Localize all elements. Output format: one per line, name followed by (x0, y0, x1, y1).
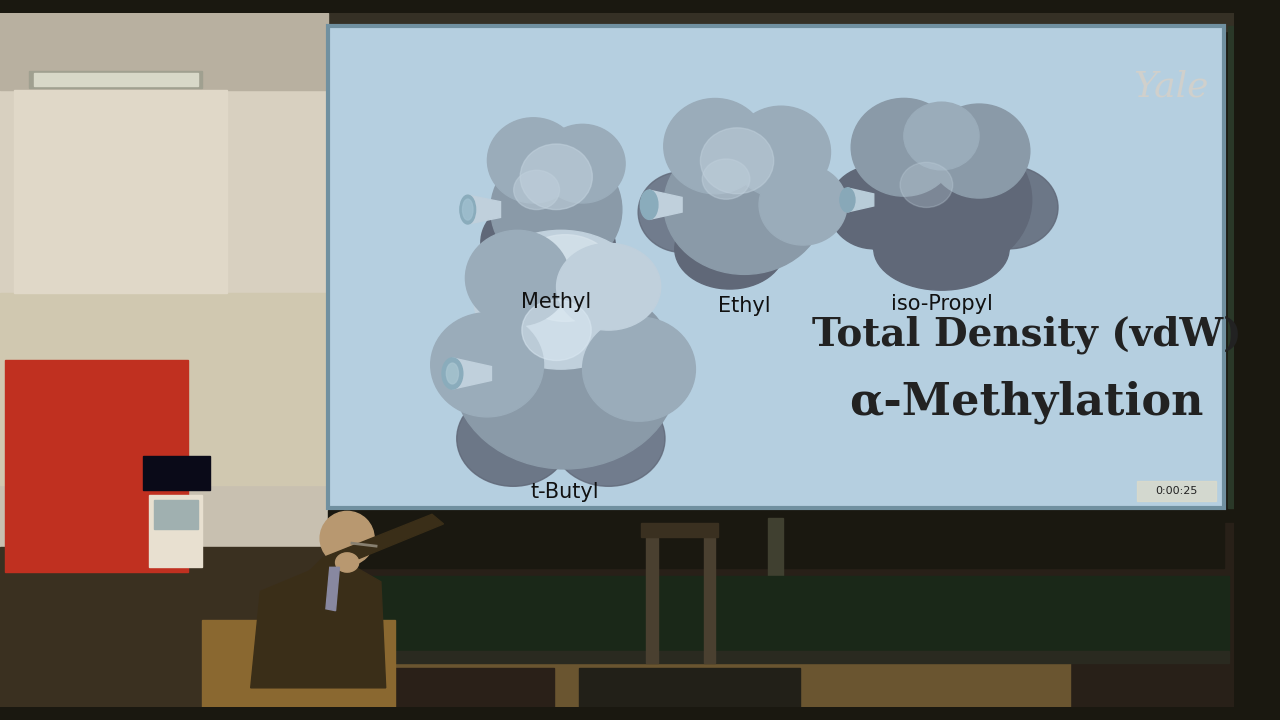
Bar (150, 495, 202, 567)
Bar (33, 73, 197, 86)
Ellipse shape (664, 135, 826, 274)
Bar (328, 27, 1224, 508)
Ellipse shape (960, 166, 1059, 249)
Ellipse shape (851, 125, 1032, 275)
Ellipse shape (447, 363, 458, 384)
Circle shape (320, 511, 374, 565)
Ellipse shape (904, 102, 979, 170)
Ellipse shape (557, 243, 660, 330)
Ellipse shape (536, 210, 616, 282)
Text: Ethyl: Ethyl (718, 297, 771, 316)
Ellipse shape (851, 99, 956, 196)
Bar (155, 500, 197, 528)
Ellipse shape (466, 230, 570, 325)
Bar (1137, 482, 1216, 501)
Ellipse shape (522, 300, 591, 361)
Ellipse shape (488, 118, 580, 203)
Ellipse shape (513, 170, 559, 210)
Bar (142, 456, 210, 490)
Text: Yale: Yale (1134, 70, 1210, 104)
Ellipse shape (452, 278, 678, 469)
Bar (333, 667, 554, 720)
Ellipse shape (675, 208, 785, 289)
Ellipse shape (874, 207, 1009, 290)
Ellipse shape (513, 235, 617, 321)
Bar (0, 292, 347, 485)
Ellipse shape (759, 164, 847, 245)
Bar (0, 13, 328, 292)
Polygon shape (452, 358, 492, 389)
Text: Methyl: Methyl (521, 292, 591, 312)
Ellipse shape (700, 128, 773, 194)
Polygon shape (251, 562, 385, 688)
Bar (328, 576, 1229, 653)
Ellipse shape (462, 199, 474, 220)
Bar (579, 667, 800, 720)
Ellipse shape (430, 312, 544, 417)
Bar (357, 663, 1070, 720)
Polygon shape (308, 514, 444, 572)
Ellipse shape (490, 148, 622, 272)
Ellipse shape (828, 166, 919, 249)
Bar (14, 90, 227, 292)
Ellipse shape (520, 144, 593, 210)
Bar (328, 651, 1229, 663)
Bar (0, 547, 328, 707)
Ellipse shape (460, 195, 476, 224)
Bar (0, 13, 328, 90)
Text: 0:00:25: 0:00:25 (1155, 486, 1198, 496)
Bar (5, 360, 188, 572)
Bar (646, 528, 658, 663)
Text: Total Density (vdW): Total Density (vdW) (812, 315, 1242, 354)
Polygon shape (467, 195, 500, 224)
Ellipse shape (928, 104, 1030, 198)
Bar (202, 621, 396, 707)
Ellipse shape (540, 125, 625, 203)
Ellipse shape (840, 188, 855, 212)
Bar (0, 13, 328, 557)
Ellipse shape (582, 317, 695, 421)
Bar (641, 523, 718, 537)
Text: t-Butyl: t-Butyl (531, 482, 599, 502)
Bar (328, 27, 1224, 508)
Ellipse shape (664, 99, 767, 194)
Text: α-Methylation: α-Methylation (850, 381, 1203, 424)
Ellipse shape (639, 172, 726, 253)
Polygon shape (847, 188, 874, 212)
Polygon shape (649, 190, 682, 220)
Bar (1229, 27, 1234, 508)
Ellipse shape (481, 203, 566, 282)
Ellipse shape (900, 162, 952, 207)
Bar (29, 71, 202, 88)
Bar (704, 528, 716, 663)
Bar (328, 13, 1234, 31)
Bar (328, 523, 1234, 707)
Ellipse shape (552, 391, 666, 486)
Ellipse shape (335, 553, 358, 572)
Ellipse shape (732, 106, 831, 198)
Bar (328, 510, 1224, 568)
Ellipse shape (457, 391, 570, 486)
Text: iso-Propyl: iso-Propyl (891, 294, 992, 314)
Ellipse shape (640, 190, 658, 220)
Bar (768, 518, 783, 576)
Ellipse shape (442, 358, 463, 389)
Polygon shape (326, 567, 339, 611)
Ellipse shape (703, 159, 750, 199)
Ellipse shape (474, 230, 648, 369)
